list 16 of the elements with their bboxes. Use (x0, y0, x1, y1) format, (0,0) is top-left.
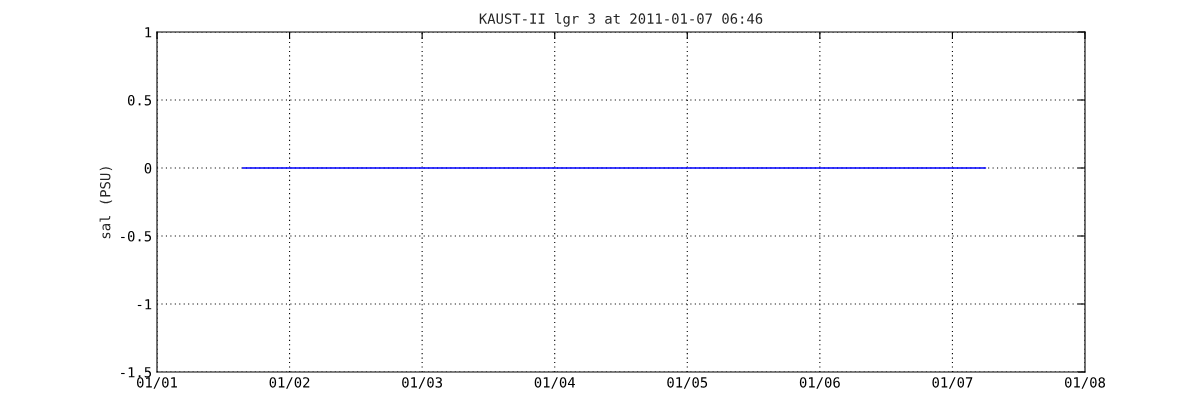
x-tick-label: 01/08 (1065, 377, 1106, 389)
x-tick-label: 01/06 (799, 377, 840, 389)
x-tick-label: 01/01 (137, 377, 177, 389)
x-tick-label: 01/07 (932, 377, 973, 389)
x-tick-label: 01/04 (534, 377, 575, 389)
x-tick-label: 01/02 (269, 377, 310, 389)
y-tick-label: -0.5 (121, 231, 152, 242)
y-tick-label: 1 (145, 27, 152, 38)
y-axis-title: sal (PSU) (99, 167, 113, 239)
x-tick-label: 01/03 (402, 377, 442, 389)
y-tick-label: 0.5 (127, 95, 152, 106)
x-tick-label: 01/05 (667, 377, 708, 389)
chart-title: KAUST-II lgr 3 at 2011-01-07 06:46 (479, 13, 763, 27)
y-tick-label: -1.5 (121, 367, 152, 378)
y-tick-label: -1 (137, 299, 152, 310)
y-tick-label: 0 (144, 163, 152, 174)
